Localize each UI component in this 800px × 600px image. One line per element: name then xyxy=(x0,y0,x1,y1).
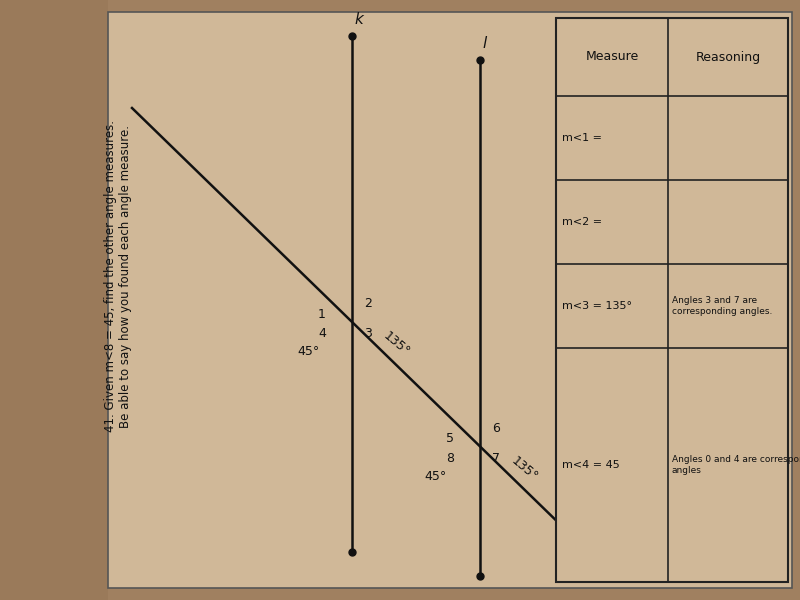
Text: Angles 3 and 7 are
corresponding angles.: Angles 3 and 7 are corresponding angles. xyxy=(672,296,772,316)
Text: 3: 3 xyxy=(364,328,372,340)
Text: 6: 6 xyxy=(492,422,500,435)
Text: 4: 4 xyxy=(318,328,326,340)
Text: 45°: 45° xyxy=(297,346,319,358)
Text: 41. Given m<8 = 45, find the other angle measures.
Be able to say how you found : 41. Given m<8 = 45, find the other angle… xyxy=(104,120,133,432)
Text: Reasoning: Reasoning xyxy=(695,50,761,64)
Bar xyxy=(0,0,108,600)
Text: 7: 7 xyxy=(492,452,500,465)
Text: Angles 0 and 4 are corresponding
angles: Angles 0 and 4 are corresponding angles xyxy=(672,455,800,475)
Text: 2: 2 xyxy=(364,298,372,310)
Bar xyxy=(108,12,792,588)
Text: m<2 =: m<2 = xyxy=(562,217,602,227)
Text: m<1 =: m<1 = xyxy=(562,133,602,143)
Text: Measure: Measure xyxy=(586,50,638,64)
Text: 8: 8 xyxy=(446,452,454,465)
Text: 5: 5 xyxy=(446,433,454,445)
Bar xyxy=(556,18,788,582)
Text: 135°: 135° xyxy=(508,454,540,484)
Text: m<4 = 45: m<4 = 45 xyxy=(562,460,620,470)
Text: 1: 1 xyxy=(318,308,326,321)
Text: l: l xyxy=(482,36,486,51)
Text: 45°: 45° xyxy=(425,470,447,483)
Text: k: k xyxy=(354,12,363,27)
Text: m<3 = 135°: m<3 = 135° xyxy=(562,301,632,311)
Text: 135°: 135° xyxy=(380,330,412,359)
